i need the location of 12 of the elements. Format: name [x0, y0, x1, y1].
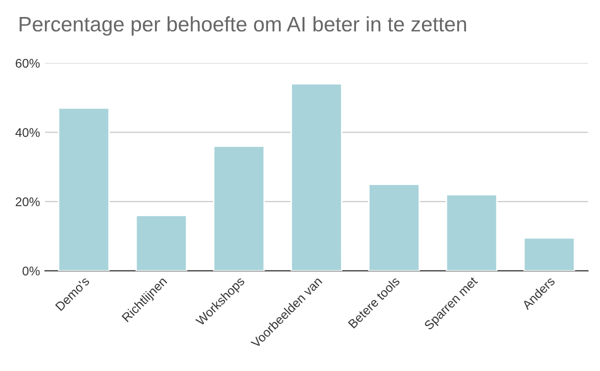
bar	[213, 145, 265, 271]
bar	[368, 184, 420, 271]
chart-title: Percentage per behoefte om AI beter in te zetten	[20, 16, 466, 36]
y-tick-label: 20%	[16, 197, 40, 206]
bar	[523, 237, 576, 271]
bar	[58, 107, 110, 271]
y-tick-label: 60%	[16, 58, 40, 68]
y-tick-label: 40%	[15, 128, 40, 137]
y-tick-label: 0%	[22, 266, 40, 276]
bar	[290, 83, 342, 271]
bar	[446, 194, 498, 271]
bar	[135, 214, 188, 271]
